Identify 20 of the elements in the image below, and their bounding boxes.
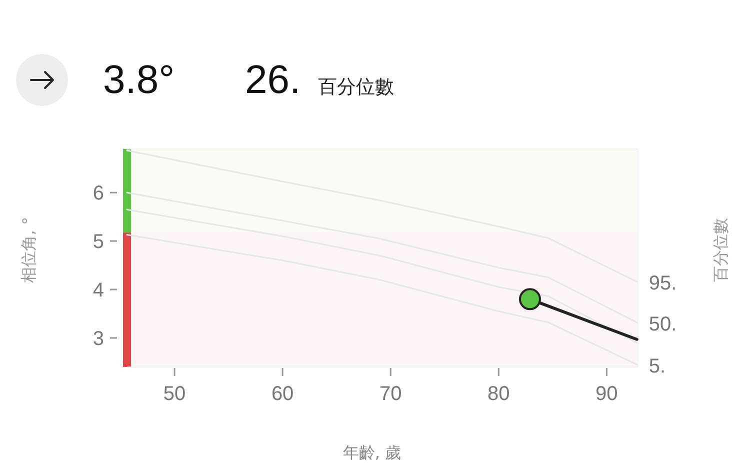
text: 26. bbox=[245, 58, 301, 102]
x-tick-label: 50 bbox=[163, 383, 186, 405]
x-tick-label: 60 bbox=[271, 383, 294, 405]
line-series bbox=[126, 192, 638, 324]
y-tick-label: 5 bbox=[92, 231, 104, 254]
x-tick-label: 70 bbox=[379, 383, 402, 405]
series-label: 5. bbox=[648, 356, 666, 378]
y-tick-label: 3 bbox=[92, 328, 104, 350]
line-series bbox=[126, 208, 638, 344]
y2-axis-title: 百分位數 bbox=[711, 218, 730, 282]
y-tick-label: 6 bbox=[92, 182, 104, 205]
chart-title: 3.8° bbox=[103, 58, 175, 102]
series-label: 50. bbox=[648, 313, 677, 336]
x-tick-label: 90 bbox=[596, 383, 618, 405]
x-axis-title: 年齡, 歲 bbox=[342, 443, 402, 462]
x-tick-label: 80 bbox=[488, 383, 510, 405]
series-label: 95. bbox=[648, 272, 677, 295]
y-axis-title: 相位角, ° bbox=[19, 216, 38, 284]
y-tick-label: 4 bbox=[92, 279, 104, 302]
text: 百分位數 bbox=[318, 77, 394, 98]
